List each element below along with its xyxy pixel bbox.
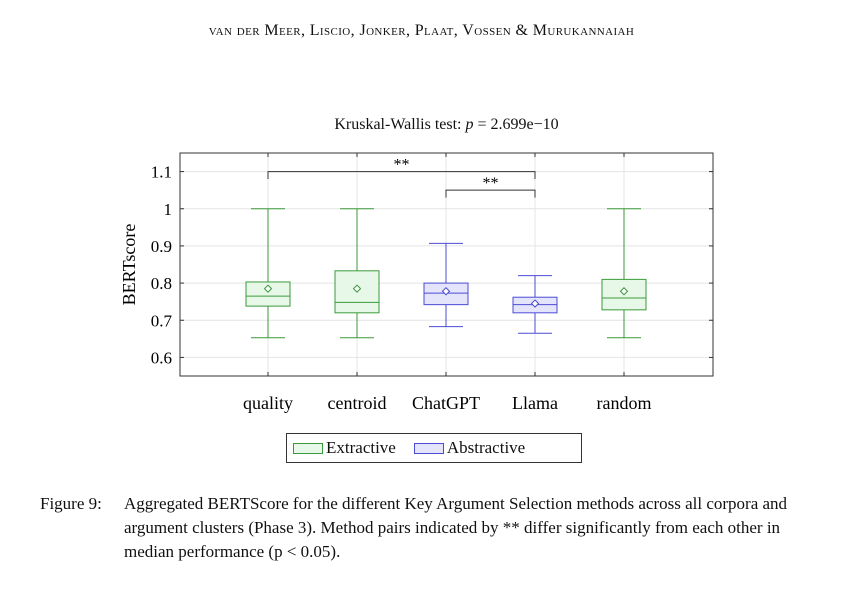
x-tick-label: Llama [512, 393, 558, 413]
chart-title: Kruskal-Wallis test: p = 2.699e−10 [180, 116, 713, 134]
legend: Extractive Abstractive [286, 433, 582, 463]
chart-title-value: = 2.699e−10 [473, 116, 559, 133]
legend-swatch-extractive [293, 442, 323, 454]
x-tick-label: centroid [328, 393, 387, 413]
x-tick-label: ChatGPT [412, 393, 480, 413]
y-tick-label: 1.1 [151, 163, 172, 182]
x-tick-label: quality [243, 393, 293, 413]
y-tick-label: 0.6 [151, 348, 172, 367]
legend-item-abstractive: Abstractive [413, 438, 526, 458]
y-tick-label: 0.7 [151, 311, 173, 330]
y-tick-label: 0.9 [151, 237, 172, 256]
legend-label-abstractive: Abstractive [446, 438, 526, 457]
chart-title-prefix: Kruskal-Wallis test: [334, 116, 466, 133]
mean-marker [263, 284, 273, 293]
mean-marker [530, 299, 540, 308]
significance-bracket [445, 189, 536, 198]
mean-marker [441, 287, 451, 296]
chart-title-var: p [465, 116, 474, 133]
legend-swatch-abstractive [413, 442, 444, 454]
mean-marker [619, 287, 629, 296]
caption-label: Figure 9: [40, 494, 102, 513]
y-axis-label: BERTscore [119, 224, 139, 306]
x-tick-label: random [597, 393, 652, 413]
significance-bracket [267, 171, 536, 180]
caption-text: Aggregated BERTScore for the different K… [124, 494, 788, 561]
legend-item-extractive: Extractive [293, 438, 396, 458]
y-tick-label: 1 [164, 200, 173, 219]
significance-label: ** [483, 175, 499, 192]
y-tick-label: 0.8 [151, 274, 172, 293]
significance-label: ** [394, 157, 410, 174]
legend-label-extractive: Extractive [326, 438, 396, 457]
mean-marker [352, 284, 362, 293]
running-head: van der Meer, Liscio, Jonker, Plaat, Vos… [208, 22, 635, 39]
